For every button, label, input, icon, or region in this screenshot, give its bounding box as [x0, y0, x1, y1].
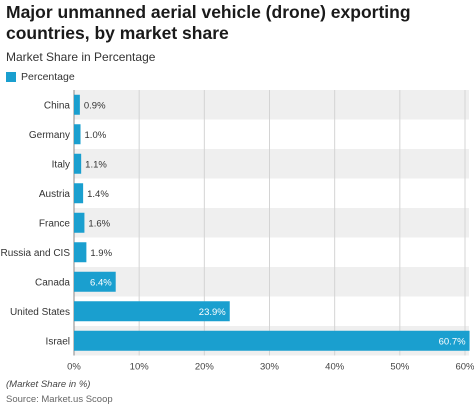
bar [74, 330, 470, 351]
bar [74, 242, 87, 263]
value-label: 23.9% [199, 307, 226, 318]
bar [74, 271, 116, 292]
category-label: France [39, 218, 71, 229]
value-label: 1.9% [90, 248, 112, 259]
row-band [74, 149, 469, 179]
category-label: Germany [29, 130, 70, 141]
x-tick-label: 10% [130, 362, 150, 373]
category-label: China [44, 100, 71, 111]
category-label: Austria [39, 189, 71, 200]
legend-swatch [6, 72, 16, 82]
chart-title: Major unmanned aerial vehicle (drone) ex… [6, 2, 411, 43]
x-tick-label: 0% [67, 362, 81, 373]
bar-layer [74, 94, 470, 351]
footer-note: (Market Share in %) [6, 379, 91, 390]
category-label: Italy [52, 159, 70, 170]
row-band [74, 267, 469, 297]
legend-label: Percentage [21, 71, 75, 83]
category-label: Israel [46, 336, 70, 347]
category-label: Russia and CIS [1, 248, 71, 259]
x-tick-label: 40% [325, 362, 345, 373]
x-tick-label: 60% [455, 362, 474, 373]
category-label: Canada [35, 277, 70, 288]
value-label-layer: 0.9% 1.0% 1.1% 1.4% 1.6% 1.9% 6.4% 23.9% 60.7% [84, 100, 466, 347]
value-label: 1.4% [87, 189, 109, 200]
bar [74, 183, 84, 204]
x-tick-label: 50% [390, 362, 410, 373]
row-band [74, 208, 469, 238]
x-tick-label: 30% [260, 362, 280, 373]
chart-subtitle: Market Share in Percentage [6, 50, 156, 64]
category-label: United States [10, 307, 70, 318]
tick-label-layer: 0% 10% 20% 30% 40% 50% 60% [67, 362, 474, 373]
value-label: 1.1% [85, 159, 107, 170]
category-label-layer: China Germany Italy Austria France Russia and… [1, 100, 71, 347]
bar-chart: China Germany Italy Austria France Russia and… [1, 90, 474, 373]
value-label: 1.6% [88, 218, 110, 229]
x-tick-label: 20% [195, 362, 215, 373]
footer-source: Source: Market.us Scoop [6, 394, 113, 405]
bar [74, 124, 81, 145]
bar [74, 212, 85, 233]
value-label: 1.0% [85, 130, 107, 141]
bar [74, 301, 230, 322]
row-band [74, 90, 469, 120]
value-label: 6.4% [90, 277, 112, 288]
bar [74, 153, 82, 174]
value-label: 60.7% [439, 336, 466, 347]
legend: Percentage [6, 71, 75, 83]
bar [74, 94, 80, 115]
value-label: 0.9% [84, 100, 106, 111]
